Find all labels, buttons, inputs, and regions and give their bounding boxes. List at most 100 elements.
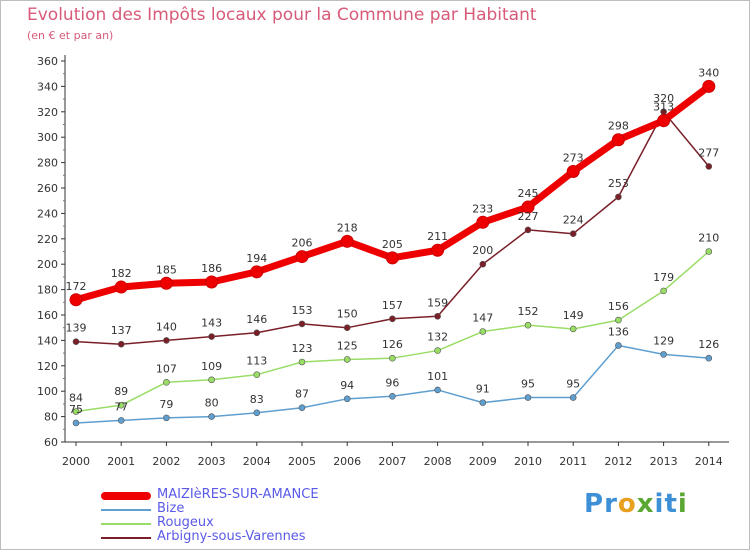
legend-label: Arbigny-sous-Varennes [157,529,306,544]
data-label: 186 [201,262,222,275]
data-point [657,114,671,128]
x-tick-label: 2006 [333,455,361,468]
data-label: 147 [472,312,493,325]
data-label: 125 [337,339,358,352]
y-tick-label: 320 [37,106,58,119]
data-point [114,280,128,294]
data-point [295,250,309,264]
x-tick-label: 2009 [469,455,497,468]
data-point [159,276,173,290]
data-point [389,315,396,323]
data-label: 156 [608,300,629,313]
data-point [250,265,264,279]
data-label: 94 [340,379,354,392]
data-label: 79 [159,398,173,411]
data-label: 205 [382,238,403,251]
data-label: 211 [427,230,448,243]
data-point [343,324,351,332]
data-point [298,404,306,412]
data-point [524,394,532,401]
data-label: 89 [114,385,128,398]
x-tick-label: 2000 [62,455,90,468]
data-label: 113 [246,355,267,368]
legend-label: Rougeux [157,515,214,530]
data-point [117,401,125,409]
data-label: 340 [698,66,719,79]
data-point [298,320,306,328]
data-label: 245 [518,187,539,200]
x-tick-label: 2004 [243,455,271,468]
y-tick-label: 180 [37,284,58,297]
data-label: 200 [472,244,493,257]
data-label: 101 [427,370,448,383]
data-point [389,354,396,362]
y-tick-label: 140 [37,334,58,347]
x-tick-label: 2008 [424,455,452,468]
data-label: 157 [382,299,403,312]
data-point [117,340,125,348]
legend-item-arbigny: Arbigny-sous-Varennes [101,529,306,546]
data-point [615,193,622,201]
data-label: 179 [653,271,674,284]
data-label: 136 [608,325,629,338]
data-label: 227 [518,210,539,223]
data-label: 95 [521,378,535,391]
data-point [705,354,713,362]
data-label: 77 [114,400,128,413]
data-label: 273 [563,151,584,164]
data-label: 80 [205,397,219,410]
data-label: 210 [698,232,719,245]
data-label: 123 [292,342,313,355]
x-tick-label: 2007 [378,455,406,468]
legend-item-bize: Bize [101,501,184,518]
x-tick-label: 2001 [107,455,135,468]
data-label: 139 [66,322,87,335]
legend-item-rougeux: Rougeux [101,515,214,532]
data-point [72,419,80,427]
x-tick-label: 2014 [695,455,723,468]
data-point [343,356,351,363]
data-label: 83 [250,393,264,406]
data-point [340,234,354,248]
y-tick-label: 360 [37,55,58,68]
data-point [660,287,667,295]
data-label: 172 [66,280,87,293]
data-label: 253 [608,177,629,190]
legend-swatch [101,537,151,539]
x-tick-label: 2012 [604,455,632,468]
data-label: 194 [246,252,267,265]
data-point [163,379,170,386]
data-label: 150 [337,308,358,321]
legend-swatch [101,492,151,500]
data-label: 109 [201,360,222,373]
y-tick-label: 240 [37,207,58,220]
legend-swatch [101,523,151,525]
data-label: 320 [653,92,674,105]
data-point [569,325,577,333]
y-tick-label: 100 [37,385,58,398]
data-point [569,230,577,238]
data-point [479,399,487,406]
x-tick-label: 2013 [650,455,678,468]
data-point [208,333,215,340]
data-label: 126 [698,338,719,351]
data-label: 277 [698,146,719,159]
data-point [253,409,261,417]
y-tick-label: 300 [37,131,58,144]
data-point [431,243,445,257]
data-label: 152 [518,305,539,318]
data-point [205,275,219,289]
y-tick-label: 280 [37,157,58,170]
data-point [69,293,83,307]
data-point [611,133,625,147]
data-label: 132 [427,331,448,344]
data-label: 91 [476,383,490,396]
data-point [208,413,215,420]
data-label: 218 [337,221,358,234]
data-point [524,226,532,234]
data-label: 95 [566,378,580,391]
data-point [476,215,490,229]
data-label: 149 [563,309,584,322]
data-point [253,371,261,378]
